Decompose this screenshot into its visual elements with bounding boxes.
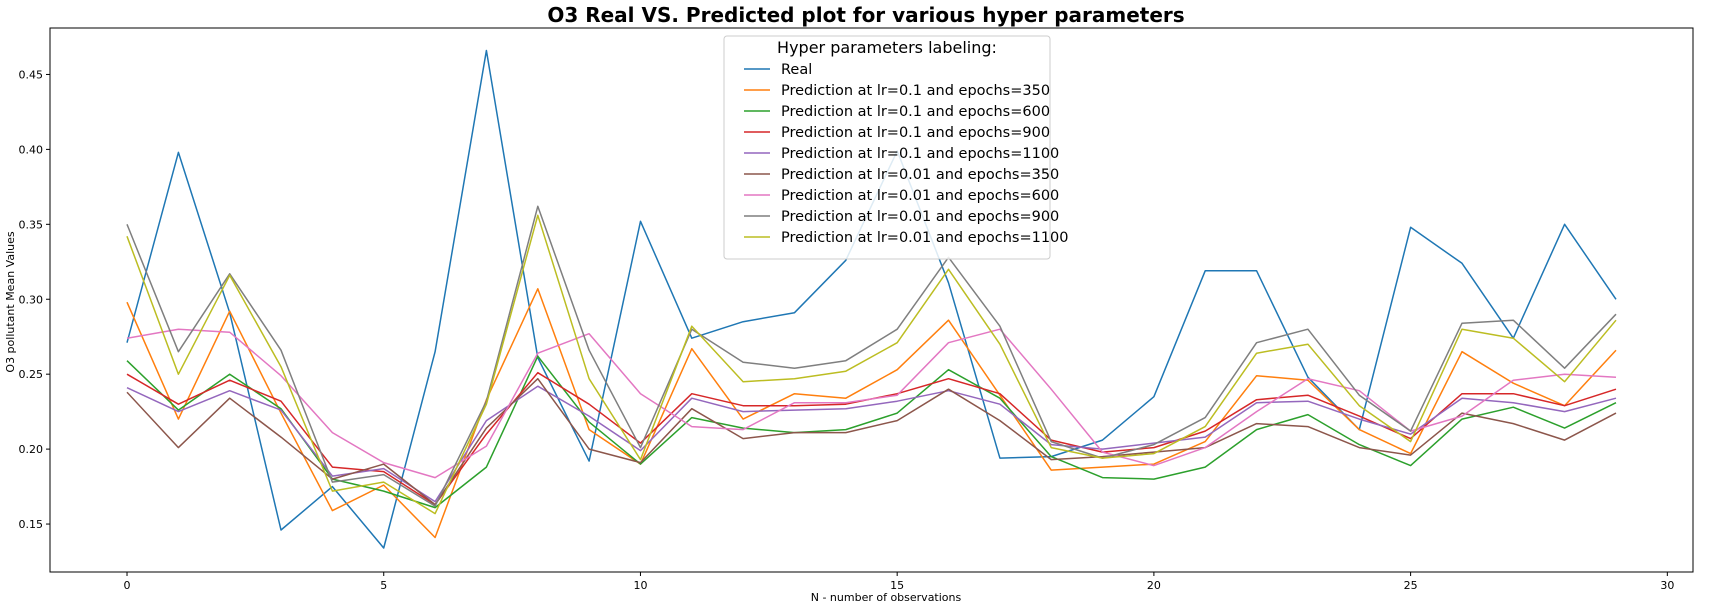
series-layer [126,49,1617,549]
y-axis-label: O3 pollutant Mean Values [4,231,17,372]
ticks-layer: 0 5 10 15 20 25 30 0.15 0.20 0.25 0.30 0.35 0.40 0.45 [19,68,1675,592]
legend-label-3: Prediction at lr=0.1 and epochs=900 [781,125,1050,141]
x-tick-label: 10 [633,579,647,592]
chart-title: O3 Real VS. Predicted plot for various h… [547,3,1184,27]
legend-label-1: Prediction at lr=0.1 and epochs=350 [781,83,1050,99]
legend-label-0: Real [781,62,812,78]
legend-title: Hyper parameters labeling: [777,38,997,57]
legend-label-4: Prediction at lr=0.1 and epochs=1100 [781,146,1059,162]
series-line-1 [126,288,1617,539]
y-tick-label: 0.40 [19,143,44,156]
legend: Hyper parameters labeling: Real Prediction… [723,35,1069,260]
legend-label-7: Prediction at lr=0.01 and epochs=900 [781,209,1059,225]
y-tick-label: 0.45 [19,68,44,81]
x-tick-label: 15 [890,579,904,592]
x-axis-label: N - number of observations [811,591,962,604]
y-tick-label: 0.15 [19,518,44,531]
series-line-4 [126,385,1617,503]
legend-box [723,35,1051,260]
y-tick-label: 0.20 [19,443,44,456]
x-tick-label: 20 [1147,579,1161,592]
y-tick-label: 0.25 [19,368,44,381]
y-tick-label: 0.35 [19,218,44,231]
series-line-5 [126,377,1617,506]
series-line-8 [126,214,1617,515]
legend-label-5: Prediction at lr=0.01 and epochs=350 [781,167,1059,183]
series-line-2 [126,355,1617,509]
plot-frame [49,27,1694,573]
y-tick-label: 0.30 [19,293,44,306]
series-line-6 [126,328,1617,479]
legend-label-2: Prediction at lr=0.1 and epochs=600 [781,104,1050,120]
legend-label-6: Prediction at lr=0.01 and epochs=600 [781,188,1059,204]
x-tick-label: 5 [380,579,387,592]
x-tick-label: 30 [1660,579,1674,592]
x-tick-label: 25 [1404,579,1418,592]
series-line-3 [126,371,1617,506]
legend-label-8: Prediction at lr=0.01 and epochs=1100 [781,230,1069,246]
series-line-7 [126,205,1617,507]
x-tick-label: 0 [124,579,131,592]
